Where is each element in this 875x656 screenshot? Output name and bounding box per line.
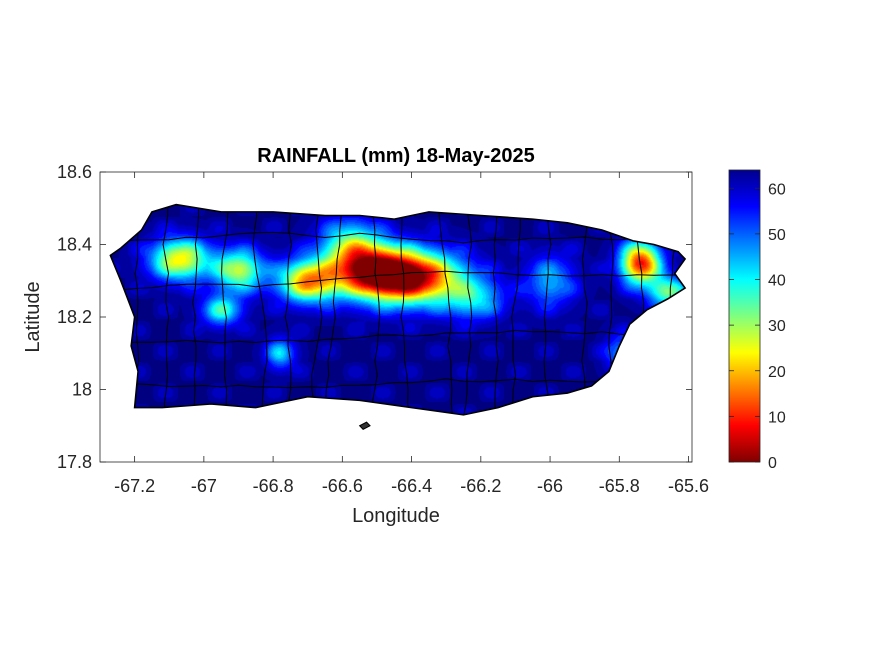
y-tick-label: 18	[72, 380, 92, 400]
boundary-line	[252, 204, 268, 415]
colorbar	[728, 169, 761, 463]
colorbar-ticks	[729, 187, 760, 463]
boundary-line	[543, 204, 552, 415]
axis-ticks	[100, 171, 692, 463]
y-tick-labels: 17.8 18 18.2 18.4 18.6	[57, 162, 92, 472]
boundary-line	[438, 204, 454, 415]
small-island	[358, 421, 371, 430]
x-tick-label: -65.8	[599, 476, 640, 496]
boundary-line	[221, 204, 230, 415]
y-tick-label: 18.6	[57, 162, 92, 182]
x-tick-label: -66.4	[391, 476, 432, 496]
boundary-line	[369, 204, 381, 415]
x-tick-label: -67	[191, 476, 217, 496]
x-tick-label: -65.6	[668, 476, 709, 496]
boundary-line	[462, 204, 473, 415]
boundary-line	[322, 204, 345, 415]
colorbar-tick-label: 10	[768, 409, 786, 426]
boundary-line	[117, 329, 686, 345]
x-tick-label: -67.2	[114, 476, 155, 496]
x-tick-label: -66	[537, 476, 563, 496]
boundary-line	[311, 204, 323, 415]
x-axis-label: Longitude	[352, 505, 440, 527]
boundary-line	[117, 270, 686, 291]
x-tick-label: -66.2	[460, 476, 501, 496]
boundary-line	[492, 204, 500, 415]
boundary-line	[510, 204, 523, 415]
colorbar-tick-label: 50	[768, 227, 786, 244]
colorbar-tick-label: 30	[768, 318, 786, 335]
colorbar-tick-label: 0	[768, 455, 777, 472]
y-tick-label: 18.4	[57, 235, 92, 255]
x-tick-label: -66.8	[253, 476, 294, 496]
boundary-line	[284, 204, 293, 415]
x-tick-labels: -67.2 -67 -66.8 -66.6 -66.4 -66.2 -66 -6…	[114, 476, 709, 496]
chart-title: RAINFALL (mm) 18-May-2025	[257, 145, 534, 167]
boundary-line	[162, 204, 170, 415]
x-tick-label: -66.6	[322, 476, 363, 496]
island-outline	[109, 203, 687, 416]
rainfall-map	[109, 203, 687, 430]
rainfall-field	[110, 204, 686, 415]
colorbar-tick-label: 60	[768, 181, 786, 198]
y-tick-label: 18.2	[57, 307, 92, 327]
boundary-line	[117, 376, 686, 389]
y-tick-label: 17.8	[57, 452, 92, 472]
y-axis-label: Latitude	[22, 281, 44, 352]
colorbar-labels: 0 10 20 30 40 50 60	[768, 181, 786, 472]
colorbar-tick-label: 20	[768, 364, 786, 381]
colorbar-tick-label: 40	[768, 273, 786, 290]
boundary-line	[117, 231, 686, 244]
